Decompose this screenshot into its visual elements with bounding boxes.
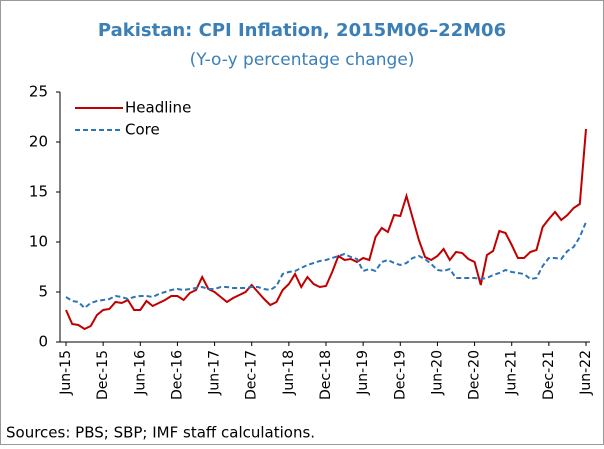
x-tick-label: Dec-16 bbox=[169, 350, 185, 400]
chart-title: Pakistan: CPI Inflation, 2015M06–22M06 bbox=[98, 20, 506, 41]
x-tick-label: Jun-22 bbox=[578, 350, 594, 396]
x-tick-label: Jun-15 bbox=[58, 350, 74, 396]
y-tick-label: 10 bbox=[29, 233, 48, 251]
x-tick-label: Jun-17 bbox=[207, 350, 223, 396]
x-tick-label: Dec-18 bbox=[318, 350, 334, 400]
x-tick-label: Jun-19 bbox=[355, 350, 371, 396]
x-tick-label: Jun-20 bbox=[429, 350, 445, 396]
x-tick-label: Dec-20 bbox=[467, 350, 483, 400]
source-note: Sources: PBS; SBP; IMF staff calculation… bbox=[6, 424, 315, 442]
legend-label: Headline bbox=[125, 99, 191, 117]
x-tick-label: Dec-21 bbox=[541, 350, 557, 400]
series-line bbox=[65, 221, 587, 310]
x-tick-label: Dec-17 bbox=[244, 350, 260, 400]
y-tick-label: 25 bbox=[29, 83, 48, 101]
x-tick-label: Jun-16 bbox=[132, 350, 148, 396]
x-tick-label: Dec-15 bbox=[95, 350, 111, 400]
y-tick-label: 15 bbox=[29, 183, 48, 201]
legend-label: Core bbox=[125, 121, 160, 139]
series-line bbox=[65, 128, 587, 331]
x-tick-label: Jun-18 bbox=[281, 350, 297, 396]
x-tick-label: Jun-21 bbox=[504, 350, 520, 396]
y-tick-label: 0 bbox=[38, 333, 48, 351]
y-tick-label: 5 bbox=[38, 283, 48, 301]
y-tick-label: 20 bbox=[29, 133, 48, 151]
x-tick-label: Dec-19 bbox=[392, 350, 408, 400]
chart-subtitle: (Y-o-y percentage change) bbox=[190, 50, 415, 70]
